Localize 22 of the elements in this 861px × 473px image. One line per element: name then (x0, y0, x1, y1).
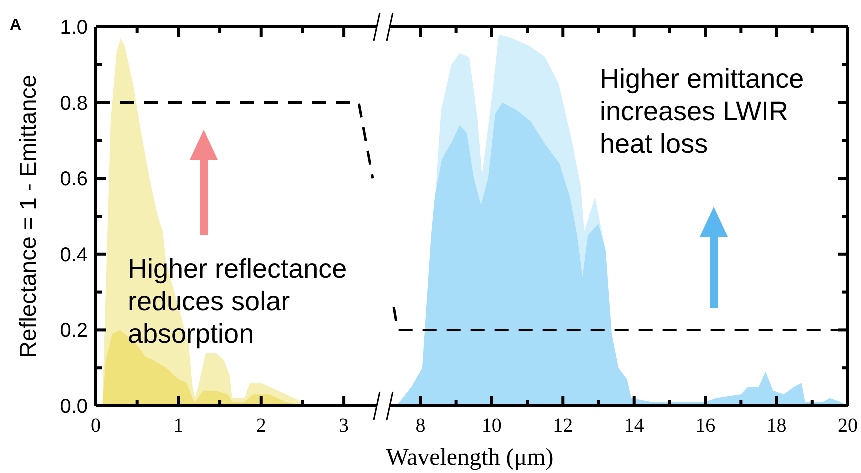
x-tick-label: 0 (91, 415, 101, 437)
x-tick-label: 10 (482, 415, 502, 437)
y-tick-label: 1.0 (60, 17, 88, 39)
x-tick-label: 8 (416, 415, 426, 437)
x-tick-label: 18 (766, 415, 787, 437)
y-tick-label: 0.2 (60, 320, 88, 342)
text: A (10, 17, 22, 34)
x-tick-label: 14 (624, 415, 644, 437)
y-tick-label: 0.4 (60, 244, 88, 266)
x-tick-label: 16 (696, 415, 716, 437)
y-tick-label: 0.6 (60, 168, 88, 191)
y-axis-title: Reflectance = 1 - Emittance (15, 74, 41, 358)
x-tick-label: 1 (174, 415, 184, 437)
y-tick-label: 0.8 (60, 92, 88, 115)
annotation: Higher reflectance reduces solar absorption (128, 254, 348, 349)
y-tick-label: 0.0 (60, 396, 88, 418)
x-tick-label: 3 (339, 415, 350, 437)
x-tick-label: 2 (256, 415, 266, 437)
annotation: Higher emittance increases LWIR heat loss (600, 64, 804, 159)
x-tick-label: 20 (838, 415, 858, 437)
x-tick-label: 12 (553, 415, 574, 437)
x-axis-title: Wavelength (μm) (386, 445, 554, 471)
